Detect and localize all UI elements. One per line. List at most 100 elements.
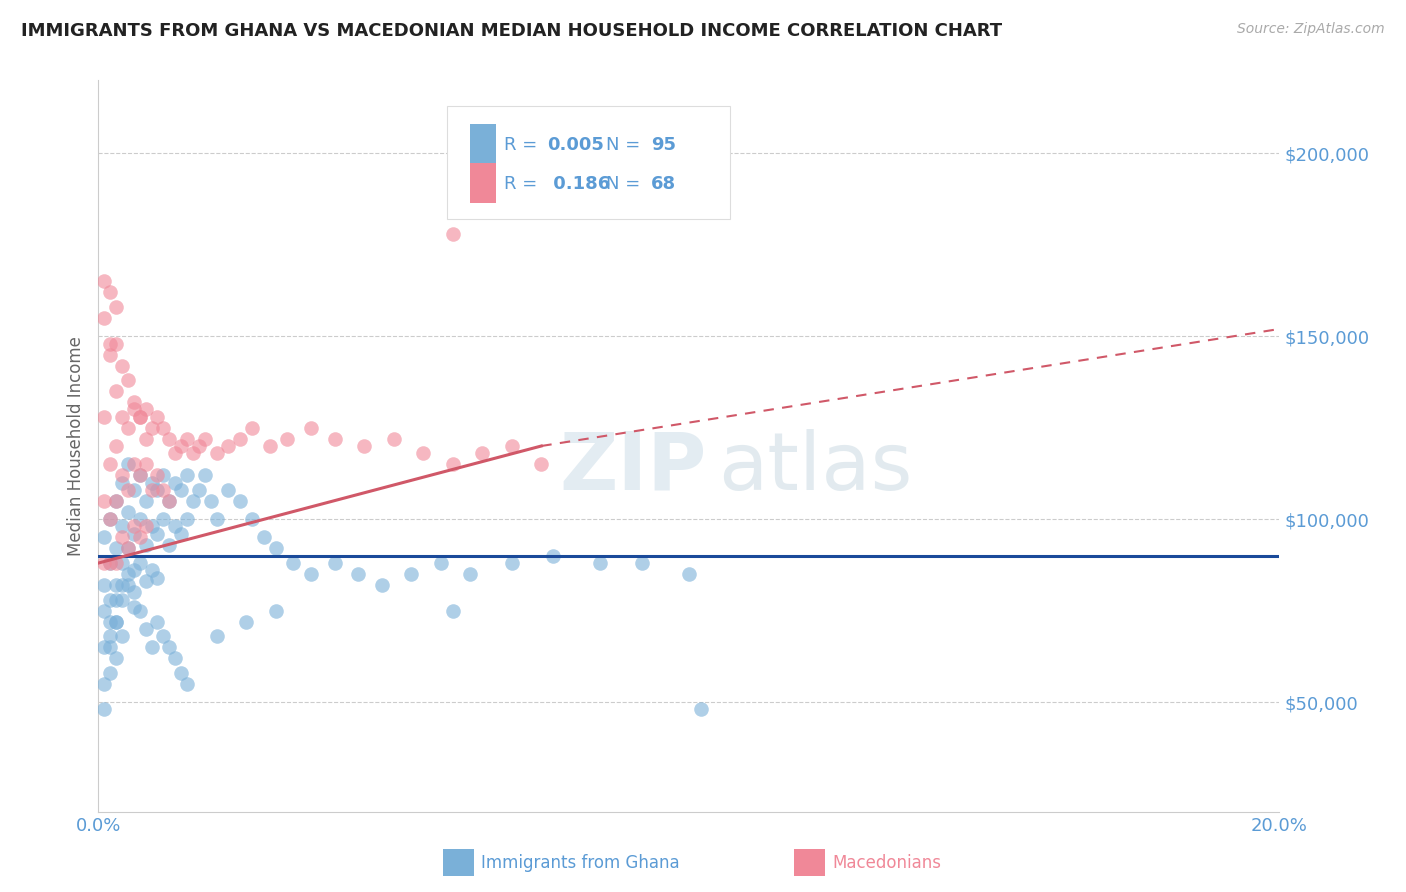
Point — [501, 556, 523, 570]
Point — [135, 493, 157, 508]
Point — [157, 493, 180, 508]
Text: N =: N = — [606, 136, 647, 153]
Point — [111, 556, 134, 570]
Point — [141, 563, 163, 577]
Point — [165, 475, 187, 490]
Point — [105, 439, 128, 453]
Point — [135, 432, 157, 446]
Point — [181, 446, 204, 460]
Point — [98, 457, 121, 471]
Point — [200, 493, 222, 508]
Point — [122, 526, 145, 541]
Point — [128, 530, 150, 544]
Point — [122, 519, 145, 533]
Point — [128, 409, 150, 424]
Point — [283, 556, 305, 570]
Point — [111, 468, 134, 483]
Point — [412, 446, 434, 460]
Point — [93, 310, 115, 325]
Point — [135, 538, 157, 552]
Text: atlas: atlas — [718, 429, 912, 507]
Point — [111, 475, 134, 490]
Point — [98, 556, 121, 570]
Point — [128, 468, 150, 483]
Point — [460, 567, 482, 582]
Point — [111, 530, 134, 544]
Point — [353, 439, 375, 453]
Point — [93, 274, 115, 288]
Point — [105, 651, 128, 665]
Point — [93, 676, 115, 690]
Point — [128, 603, 150, 617]
Point — [264, 541, 287, 556]
Text: R =: R = — [503, 136, 543, 153]
Point — [98, 285, 121, 300]
Point — [323, 556, 346, 570]
Point — [187, 483, 209, 497]
Point — [170, 483, 193, 497]
Text: IMMIGRANTS FROM GHANA VS MACEDONIAN MEDIAN HOUSEHOLD INCOME CORRELATION CHART: IMMIGRANTS FROM GHANA VS MACEDONIAN MEDI… — [21, 22, 1002, 40]
Point — [253, 530, 276, 544]
Point — [205, 629, 228, 643]
Point — [117, 541, 139, 556]
Point — [98, 512, 121, 526]
Point — [240, 420, 263, 434]
Point — [146, 409, 169, 424]
Point — [141, 640, 163, 655]
FancyBboxPatch shape — [471, 124, 496, 164]
Text: Immigrants from Ghana: Immigrants from Ghana — [481, 854, 679, 871]
Point — [530, 457, 553, 471]
Point — [276, 432, 298, 446]
Y-axis label: Median Household Income: Median Household Income — [66, 336, 84, 556]
Point — [98, 615, 121, 629]
Point — [229, 493, 252, 508]
FancyBboxPatch shape — [447, 106, 730, 219]
Text: R =: R = — [503, 175, 543, 194]
Point — [98, 347, 121, 362]
Point — [135, 622, 157, 636]
Point — [146, 483, 169, 497]
Point — [93, 493, 115, 508]
Point — [264, 603, 287, 617]
Point — [98, 592, 121, 607]
Point — [122, 402, 145, 417]
Point — [630, 556, 652, 570]
Point — [98, 640, 121, 655]
Point — [128, 468, 150, 483]
Point — [152, 629, 174, 643]
Point — [689, 702, 711, 716]
Point — [105, 615, 128, 629]
Point — [135, 519, 157, 533]
Point — [382, 432, 405, 446]
Point — [589, 556, 612, 570]
Point — [105, 300, 128, 314]
Point — [146, 615, 169, 629]
Point — [430, 556, 453, 570]
Point — [122, 563, 145, 577]
Point — [141, 483, 163, 497]
Point — [441, 227, 464, 241]
Point — [135, 402, 157, 417]
Point — [93, 702, 115, 716]
Point — [141, 475, 163, 490]
Point — [471, 446, 494, 460]
Point — [98, 629, 121, 643]
Point — [105, 493, 128, 508]
Point — [165, 446, 187, 460]
Point — [117, 541, 139, 556]
Point — [501, 439, 523, 453]
Point — [128, 512, 150, 526]
Point — [217, 439, 239, 453]
Point — [170, 439, 193, 453]
Point — [170, 526, 193, 541]
Point — [117, 457, 139, 471]
Point — [152, 483, 174, 497]
Point — [152, 420, 174, 434]
Point — [105, 384, 128, 398]
Point — [176, 512, 198, 526]
Point — [323, 432, 346, 446]
Point — [299, 420, 322, 434]
Point — [157, 432, 180, 446]
Point — [122, 395, 145, 409]
Point — [441, 603, 464, 617]
